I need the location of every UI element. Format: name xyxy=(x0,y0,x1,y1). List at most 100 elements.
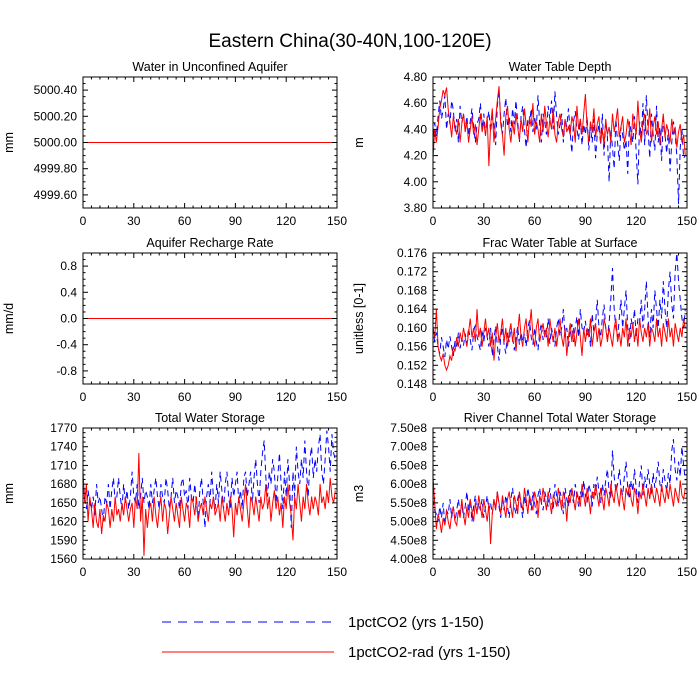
panel-4: Frac Water Table at Surface unitless [0-1… xyxy=(352,236,697,404)
panel-6: River Channel Total Water Storage m3 0 30 60… xyxy=(352,411,697,579)
y-tick-label: 4999.80 xyxy=(34,162,78,176)
x-tick-label: 150 xyxy=(327,214,347,228)
plot-area xyxy=(433,86,686,205)
y-tick-label: 1620 xyxy=(50,515,77,529)
x-tick-label: 90 xyxy=(229,390,243,404)
series-line-2 xyxy=(433,86,686,167)
y-tick-label: 1560 xyxy=(50,552,77,566)
x-tick-label: 30 xyxy=(127,214,141,228)
panel-title: Total Water Storage xyxy=(155,411,265,425)
x-tick-label: 120 xyxy=(626,390,646,404)
y-tick-label: 7.00e8 xyxy=(390,440,427,454)
x-tick-label: 90 xyxy=(229,565,243,579)
x-tick-label: 150 xyxy=(677,214,697,228)
x-tick-label: 120 xyxy=(626,214,646,228)
y-tick-label: 0.156 xyxy=(397,340,427,354)
x-tick-label: 90 xyxy=(579,214,593,228)
y-tick-label: 4.20 xyxy=(404,149,428,163)
panel-title: Water Table Depth xyxy=(509,60,612,74)
y-tick-label: 5.50e8 xyxy=(390,496,427,510)
y-tick-label: 1770 xyxy=(50,421,77,435)
x-tick-label: 30 xyxy=(477,214,491,228)
y-tick-label: -0.4 xyxy=(56,338,77,352)
y-axis-label: m3 xyxy=(352,485,366,502)
panel-2: Water Table Depth m 0 30 60 90 120 150 3.80 4.00 4… xyxy=(352,60,697,228)
x-tick-label: 60 xyxy=(528,214,542,228)
y-tick-label: 4.60 xyxy=(404,96,428,110)
y-axis-label: m xyxy=(352,137,366,147)
y-tick-label: -0.8 xyxy=(56,364,77,378)
y-tick-label: 1680 xyxy=(50,477,77,491)
panel-title: Water in Unconfined Aquifer xyxy=(132,60,287,74)
x-tick-label: 60 xyxy=(178,390,192,404)
y-tick-label: 5000.40 xyxy=(34,83,78,97)
y-tick-label: 1740 xyxy=(50,440,77,454)
y-tick-label: 6.50e8 xyxy=(390,458,427,472)
y-tick-label: 1650 xyxy=(50,496,77,510)
y-tick-label: 4.80 xyxy=(404,70,428,84)
series-line-2 xyxy=(433,476,686,545)
x-tick-label: 90 xyxy=(579,565,593,579)
panel-title: River Channel Total Water Storage xyxy=(464,411,657,425)
x-tick-label: 90 xyxy=(229,214,243,228)
panel-5: Total Water Storage mm 0 30 60 90 120 150 1560 15… xyxy=(2,411,347,579)
y-tick-label: 0.148 xyxy=(397,377,427,391)
x-tick-label: 30 xyxy=(127,390,141,404)
series-line-1 xyxy=(433,253,686,361)
x-tick-label: 150 xyxy=(677,565,697,579)
x-tick-label: 120 xyxy=(626,565,646,579)
y-tick-label: 5000.00 xyxy=(34,136,78,150)
y-axis-label: mm xyxy=(2,132,16,153)
panel-title: Aquifer Recharge Rate xyxy=(146,236,273,250)
x-tick-label: 60 xyxy=(178,565,192,579)
y-tick-label: 4.00 xyxy=(404,175,428,189)
y-axis-label: mm xyxy=(2,483,16,504)
y-tick-label: 0.172 xyxy=(397,265,427,279)
x-tick-label: 0 xyxy=(430,565,437,579)
x-tick-label: 0 xyxy=(80,565,87,579)
y-tick-label: 4999.60 xyxy=(34,188,78,202)
x-tick-label: 120 xyxy=(276,214,296,228)
panel-title: Frac Water Table at Surface xyxy=(483,236,638,250)
panel-1: Water in Unconfined Aquifer mm 0 30 60 90 120 1… xyxy=(2,60,347,228)
y-tick-label: 1710 xyxy=(50,458,77,472)
series-line-1 xyxy=(433,90,686,205)
plot-area xyxy=(433,439,686,545)
x-tick-label: 30 xyxy=(477,565,491,579)
y-tick-label: 7.50e8 xyxy=(390,421,427,435)
x-tick-label: 0 xyxy=(430,214,437,228)
y-tick-label: 3.80 xyxy=(404,201,428,215)
y-axis-label: unitless [0-1] xyxy=(352,283,366,354)
x-tick-label: 0 xyxy=(80,214,87,228)
y-tick-label: 0.176 xyxy=(397,246,427,260)
y-tick-label: 1590 xyxy=(50,533,77,547)
legend-label-series-1: 1pctCO2 (yrs 1-150) xyxy=(348,614,484,631)
panels: Water in Unconfined Aquifer mm 0 30 60 90 120 1… xyxy=(2,60,697,579)
x-tick-label: 120 xyxy=(276,390,296,404)
legend-label-series-2: 1pctCO2-rad (yrs 1-150) xyxy=(348,644,511,661)
x-tick-label: 0 xyxy=(80,390,87,404)
legend: 1pctCO2 (yrs 1-150) 1pctCO2-rad (yrs 1-1… xyxy=(162,614,511,661)
y-tick-label: 0.8 xyxy=(60,259,77,273)
y-tick-label: 0.152 xyxy=(397,358,427,372)
y-tick-label: 4.40 xyxy=(404,122,428,136)
figure-title: Eastern China(30-40N,100-120E) xyxy=(208,31,491,52)
series-line-2 xyxy=(83,452,336,556)
y-tick-label: 4.00e8 xyxy=(390,552,427,566)
y-tick-label: 6.00e8 xyxy=(390,477,427,491)
x-tick-label: 60 xyxy=(528,390,542,404)
x-tick-label: 150 xyxy=(677,390,697,404)
x-tick-label: 30 xyxy=(477,390,491,404)
x-tick-label: 30 xyxy=(127,565,141,579)
y-tick-label: 0.160 xyxy=(397,321,427,335)
x-tick-label: 60 xyxy=(528,565,542,579)
series-line-1 xyxy=(433,439,686,526)
series-line-2 xyxy=(433,309,686,372)
x-tick-label: 0 xyxy=(430,390,437,404)
x-tick-label: 120 xyxy=(276,565,296,579)
x-tick-label: 150 xyxy=(327,565,347,579)
y-tick-label: 5.00e8 xyxy=(390,515,427,529)
y-tick-label: 5000.20 xyxy=(34,109,78,123)
y-tick-label: 4.50e8 xyxy=(390,533,427,547)
